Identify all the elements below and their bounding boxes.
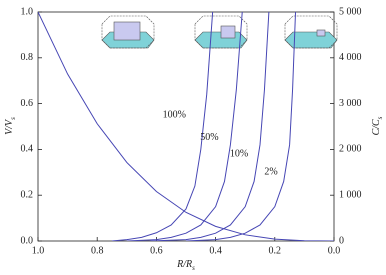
x-axis-label-main: R/R xyxy=(176,259,192,270)
series-label: 100% xyxy=(163,109,186,120)
y2-tick-label: 5 000 xyxy=(339,6,362,17)
y-tick-label: 0.2 xyxy=(21,189,34,200)
plot-frame xyxy=(37,11,335,242)
y-tick-label: 0.8 xyxy=(21,52,34,63)
y-tick-label: 0.6 xyxy=(21,98,34,109)
y-tick-label: 0.0 xyxy=(21,235,34,246)
y2-axis-label-sub: s xyxy=(376,116,384,119)
y-tick-label: 1.0 xyxy=(21,6,34,17)
x-tick-label: 0.4 xyxy=(209,245,222,256)
line-series xyxy=(185,12,297,241)
plot-area xyxy=(38,12,334,241)
x-tick-label: 0.6 xyxy=(150,245,163,256)
line-series xyxy=(150,12,270,241)
x-axis-label: R/Rs xyxy=(176,259,195,271)
x-tick-label: 1.0 xyxy=(32,245,45,256)
series-label: 50% xyxy=(200,132,218,143)
line-series xyxy=(126,12,243,241)
x-tick-label: 0.0 xyxy=(328,245,341,256)
y2-tick-label: 0 xyxy=(339,235,344,246)
y-axis-label-sub: s xyxy=(9,117,17,120)
crystal-insets xyxy=(101,15,338,49)
y-axis-label-main: V/V xyxy=(4,118,15,135)
y2-tick-label: 4 000 xyxy=(339,52,362,63)
y2-tick-label: 2 000 xyxy=(339,144,362,155)
series-label: 2% xyxy=(264,167,277,178)
y-axis-label: V/Vs xyxy=(4,117,16,135)
x-tick-label: 0.8 xyxy=(91,245,104,256)
line-series xyxy=(111,12,214,241)
y2-axis-label-main: C/C xyxy=(371,119,382,135)
y2-axis-label: C/Cs xyxy=(371,116,383,135)
series-label: 10% xyxy=(230,148,248,159)
y-tick-label: 0.4 xyxy=(21,144,34,155)
x-tick-label: 0.2 xyxy=(269,245,282,256)
y2-tick-label: 3 000 xyxy=(339,98,362,109)
y2-tick-label: 1 000 xyxy=(339,189,362,200)
line-series xyxy=(38,12,334,241)
x-axis-label-sub: s xyxy=(192,264,195,272)
